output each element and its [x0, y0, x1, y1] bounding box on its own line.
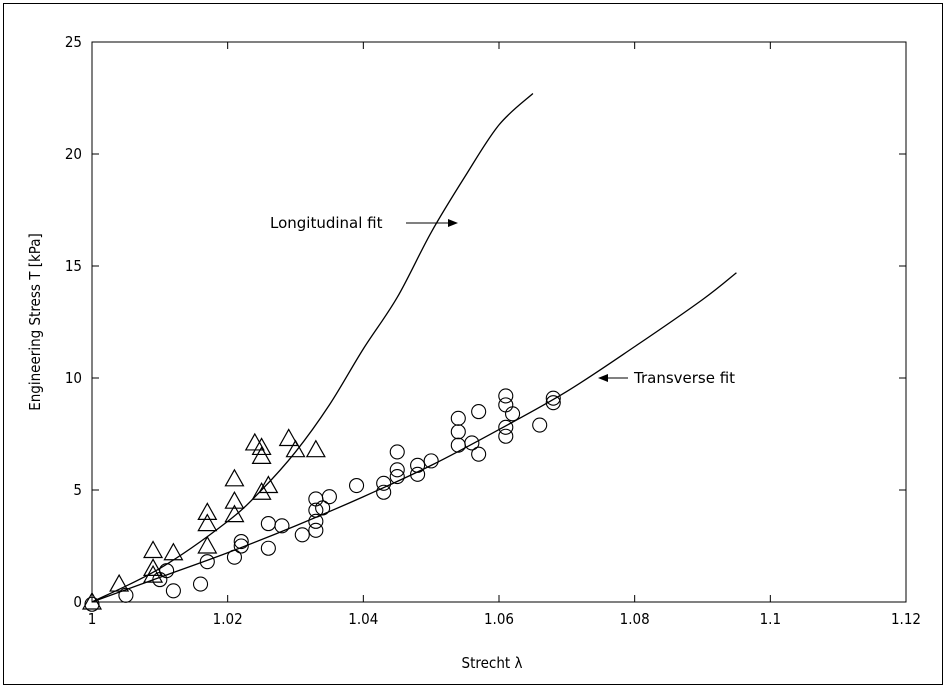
triangle-marker — [251, 446, 272, 464]
triangle-marker — [143, 558, 164, 577]
circle-marker — [199, 554, 215, 570]
circle-marker — [545, 395, 561, 411]
y-tick-label: 25 — [65, 33, 82, 51]
circle-marker — [498, 397, 514, 413]
circle-marker — [376, 484, 392, 500]
circle-marker — [274, 518, 290, 534]
transverse-fit-line — [91, 272, 737, 603]
x-tick-label: 1.04 — [348, 610, 378, 628]
x-tick-label: 1.08 — [620, 610, 650, 628]
transverse-arrow — [598, 374, 628, 382]
x-tick-label: 1 — [88, 610, 97, 628]
circle-marker — [498, 428, 514, 444]
circle-marker — [308, 513, 324, 529]
fit-curves — [91, 93, 737, 603]
y-tick-label: 5 — [73, 481, 82, 499]
circle-marker — [192, 576, 209, 592]
circle-marker — [260, 540, 276, 556]
circle-marker — [260, 516, 276, 532]
circle-marker — [233, 538, 249, 554]
circle-marker — [84, 596, 100, 612]
circle-marker — [498, 419, 514, 435]
y-tick-label: 20 — [65, 145, 82, 163]
triangle-marker — [143, 540, 164, 559]
circle-marker — [471, 404, 487, 420]
circle-marker — [545, 390, 561, 406]
circle-marker — [464, 435, 480, 451]
circle-marker — [450, 410, 466, 426]
circle-marker — [505, 406, 521, 422]
y-axis-label: Engineering Stress T [kPa] — [26, 233, 44, 411]
circle-marker — [498, 388, 514, 404]
circle-marker — [532, 417, 548, 433]
circle-marker — [423, 453, 439, 469]
triangle-marker — [251, 437, 272, 456]
plot-area — [91, 41, 907, 603]
longitudinal-fit-line — [91, 93, 534, 603]
triangle-marker — [224, 504, 245, 523]
chart-frame — [3, 3, 943, 685]
triangle-marker — [81, 591, 103, 610]
x-tick-label: 1.02 — [213, 610, 243, 628]
triangle-marker — [305, 439, 326, 458]
y-tick-label: 0 — [73, 593, 82, 611]
x-tick-label: 1.06 — [484, 610, 514, 628]
ticks: 1 1.02 1.04 1.06 1.08 1.1 1.12 0 5 10 15 20 25 — [65, 33, 921, 628]
triangle-marker — [278, 428, 299, 447]
circle-marker — [348, 477, 365, 494]
x-axis-label: Strecht λ — [462, 654, 523, 672]
circle-marker — [308, 502, 324, 518]
triangle-marker — [109, 573, 130, 592]
circle-marker — [471, 446, 487, 462]
circle-marker — [321, 489, 337, 505]
circle-marker — [308, 491, 324, 507]
x-tick-label: 1.1 — [760, 610, 781, 628]
triangle-marker — [197, 513, 218, 532]
longitudinal-fit-annotation: Longitudinal fit — [270, 214, 383, 232]
y-tick-label: 15 — [65, 257, 82, 275]
transverse-fit-annotation: Transverse fit — [633, 369, 735, 387]
x-tick-label: 1.12 — [891, 610, 921, 628]
circle-marker — [450, 424, 466, 440]
circle-marker — [118, 587, 134, 603]
triangle-marker — [197, 535, 218, 554]
circle-marker — [410, 466, 426, 482]
circle-marker — [159, 563, 175, 579]
circle-marker — [410, 457, 426, 473]
triangle-marker — [224, 468, 245, 487]
data-markers — [81, 388, 561, 612]
circle-marker — [308, 522, 324, 538]
circle-marker — [450, 437, 466, 453]
y-tick-label: 10 — [65, 369, 82, 387]
circle-marker — [294, 527, 310, 543]
triangle-marker — [224, 490, 245, 509]
triangle-marker — [285, 439, 306, 458]
circle-marker — [376, 475, 392, 491]
circle-marker — [165, 583, 181, 599]
circle-marker — [226, 549, 242, 565]
triangle-marker — [251, 482, 272, 500]
circle-marker — [389, 469, 405, 485]
circle-marker — [233, 533, 249, 550]
longitudinal-arrow — [406, 219, 458, 227]
triangle-marker — [197, 502, 218, 521]
circle-marker — [315, 500, 331, 516]
triangle-marker — [163, 542, 184, 561]
triangle-marker — [258, 475, 279, 494]
circle-marker — [389, 444, 405, 460]
circle-marker — [389, 462, 405, 478]
